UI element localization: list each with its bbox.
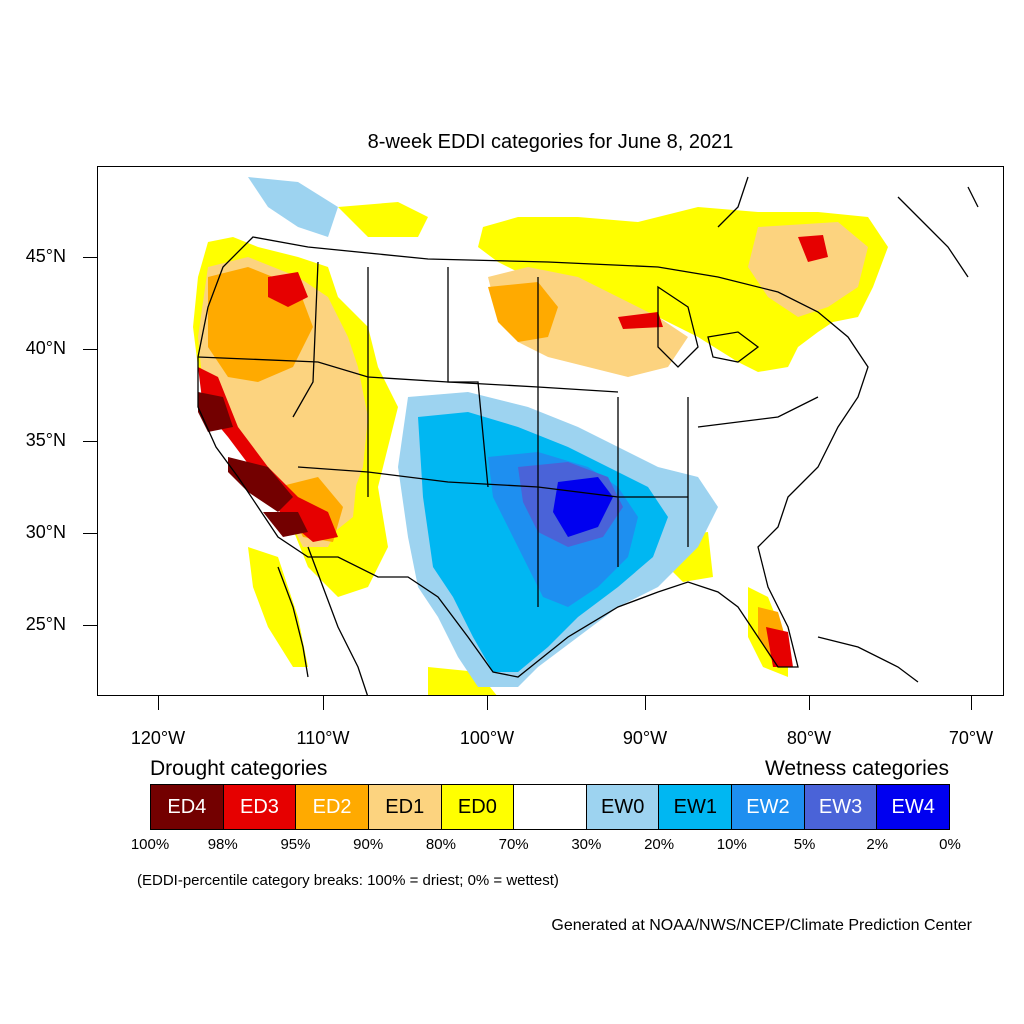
legend-box-ew2: EW2 [732,785,805,829]
ed3-area-michigan [618,312,663,329]
lat-tick-30 [83,533,97,534]
ed2-area-northern-plains [488,282,558,342]
ed4-area-arizona [263,512,308,537]
legend-box-ed0: ED0 [441,785,515,829]
lat-tick-40 [83,349,97,350]
lat-tick-25 [83,625,97,626]
break-label: 2% [866,836,889,853]
cuba-coast [817,636,919,683]
break-label: 30% [571,836,602,853]
break-label: 70% [498,836,529,853]
legend-box-ew4: EW4 [877,785,950,829]
ed4-area-california-north [198,392,233,432]
ed3-area-oregon [268,272,308,307]
lon-tick-120 [158,696,159,710]
lat-label-40: 40°N [25,338,66,358]
eddi-map [193,176,979,695]
ed0-area-dakotas [338,202,428,237]
ed1-area-northeast [748,222,868,317]
state-line-1 [292,261,319,418]
break-label: 10% [716,836,747,853]
drought-heading: Drought categories [150,757,328,780]
great-lakes [657,285,760,368]
ew4-area-arkansas [553,477,613,537]
state-line-5 [197,356,619,393]
lon-label-80: 80°W [786,728,832,748]
map-title: 8-week EDDI categories for June 8, 2021 [367,131,734,153]
ed3-area-ontario [798,235,828,262]
state-line-9 [697,396,819,428]
credit-text: Generated at NOAA/NWS/NCEP/Climate Predi… [551,917,972,934]
lat-tick-35 [83,441,97,442]
lon-tick-110 [323,696,324,710]
break-label: 98% [207,836,238,853]
lon-label-90: 90°W [622,728,668,748]
legend-box-ew0: EW0 [586,785,660,829]
break-label: 5% [793,836,816,853]
lon-tick-80 [809,696,810,710]
ew0-area-northwest [248,177,338,237]
state-line-3 [447,267,489,488]
break-label: 20% [644,836,675,853]
lon-tick-100 [487,696,488,710]
lon-label-100: 100°W [459,728,515,748]
lon-label-120: 120°W [130,728,186,748]
legend-box-ed3: ED3 [223,785,297,829]
us-outline [197,236,869,678]
lat-label-45: 45°N [25,246,66,266]
break-label: 95% [280,836,311,853]
lon-tick-70 [971,696,972,710]
ed3-area-florida [766,627,793,667]
category-fields [193,177,888,695]
map-panel [97,166,1004,696]
break-label: 100% [130,836,170,853]
lat-label-35: 35°N [25,430,66,450]
legend-box-ew3: EW3 [804,785,878,829]
ed0-area-mexico [248,547,308,667]
break-label: 0% [939,836,961,853]
break-label: 80% [425,836,456,853]
legend-box-ed2: ED2 [296,785,369,829]
legend-box-neutral [514,785,587,829]
lon-tick-90 [645,696,646,710]
baja-peninsula [277,566,309,678]
ed4-area-california-south [228,457,293,512]
ed3-area-california [198,367,338,542]
legend-box-ed1: ED1 [368,785,442,829]
category-legend-bar: ED4 ED3 ED2 ED1 ED0 EW0 EW1 EW2 EW3 EW4 [150,784,950,830]
legend-box-ed4: ED4 [151,785,224,829]
lon-label-70: 70°W [948,728,994,748]
boundaries [197,176,979,695]
break-label: 90% [353,836,384,853]
state-line-6 [297,466,688,498]
border-mexico-gulf [307,546,369,695]
lat-label-25: 25°N [25,614,66,634]
category-note: (EDDI-percentile category breaks: 100% =… [137,872,559,889]
legend-box-ew1: EW1 [659,785,733,829]
wetness-heading: Wetness categories [764,757,949,780]
lat-label-30: 30°N [25,522,66,542]
canada-coast [717,176,979,278]
lat-tick-45 [83,257,97,258]
lon-label-110: 110°W [296,728,350,748]
